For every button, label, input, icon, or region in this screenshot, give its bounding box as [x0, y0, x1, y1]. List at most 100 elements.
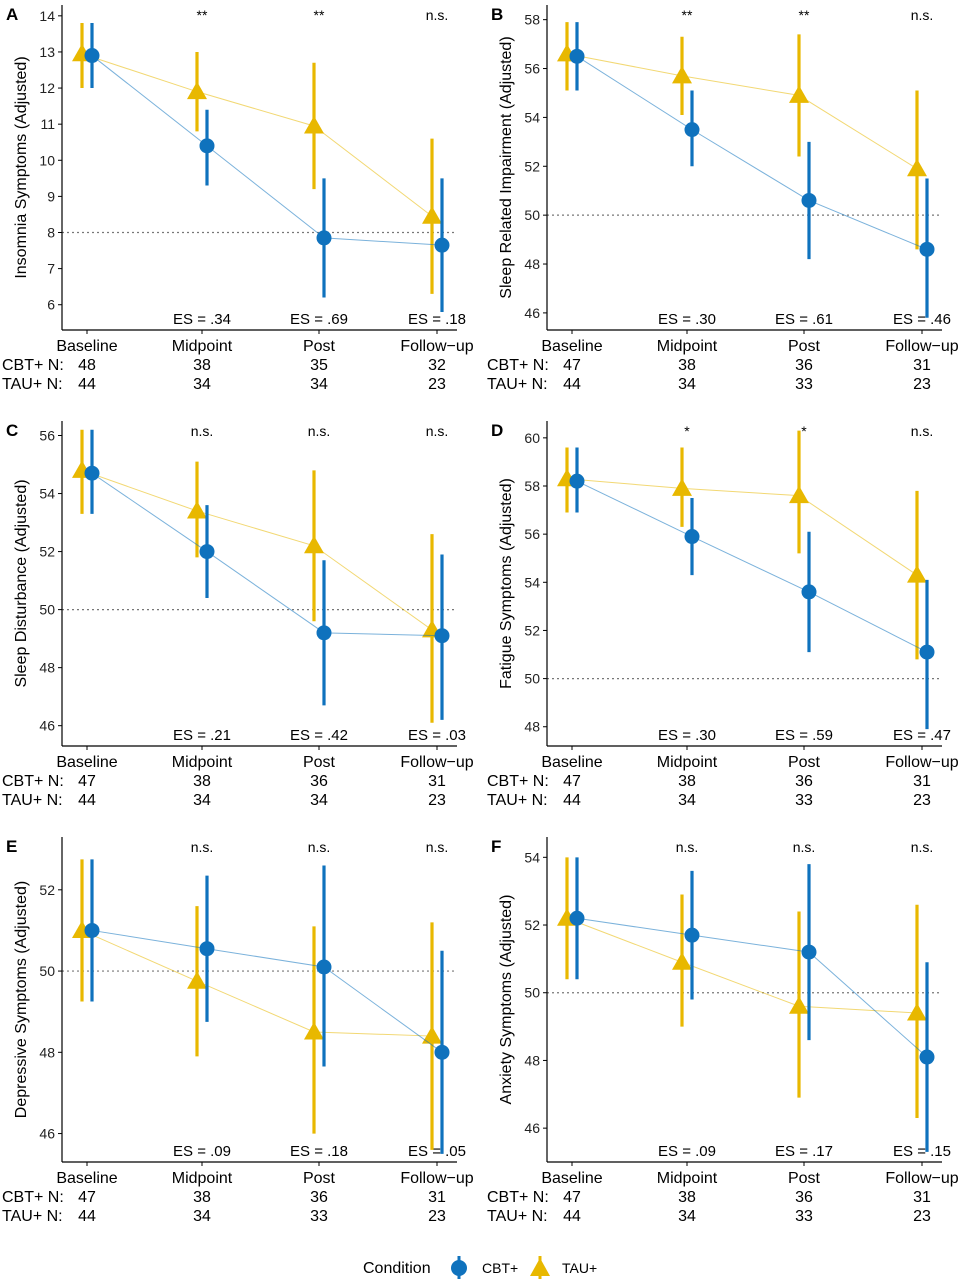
point-cbt	[84, 48, 100, 64]
x-tick-label: Follow−up	[400, 754, 473, 771]
n-row-value: 23	[428, 1208, 446, 1225]
y-tick-label: 56	[524, 526, 540, 542]
effect-size-label: ES = .42	[290, 727, 348, 744]
x-tick-label: Midpoint	[172, 338, 233, 355]
series-tau	[72, 859, 442, 1150]
point-tau	[789, 85, 809, 103]
series-tau	[72, 23, 442, 294]
effect-size-label: ES = .46	[893, 311, 951, 328]
n-row-value: 34	[193, 792, 211, 809]
significance-label: n.s.	[426, 423, 449, 439]
n-row-value: 34	[310, 376, 328, 393]
series-tau	[557, 22, 927, 250]
n-row-value: 33	[795, 376, 813, 393]
effect-size-label: ES = .61	[775, 311, 833, 328]
x-tick-label: Post	[303, 754, 336, 771]
n-row-value: 35	[310, 357, 328, 374]
x-tick-label: Baseline	[541, 754, 602, 771]
y-tick-label: 50	[524, 207, 540, 223]
point-cbt	[684, 927, 700, 943]
point-cbt	[801, 944, 817, 960]
y-tick-label: 9	[47, 188, 55, 204]
n-row-value: 44	[563, 376, 581, 393]
n-row-label: TAU+ N:	[2, 792, 63, 809]
y-tick-label: 8	[47, 225, 55, 241]
series-line-cbt	[91, 472, 443, 637]
series-cbt	[569, 857, 935, 1152]
effect-size-label: ES = .18	[290, 1143, 348, 1160]
series-cbt	[569, 22, 935, 318]
x-tick-label: Midpoint	[657, 754, 718, 771]
n-row-value: 38	[193, 773, 211, 790]
point-cbt	[199, 138, 215, 154]
n-row-value: 33	[310, 1208, 328, 1225]
n-row-value: 23	[913, 792, 931, 809]
n-row-label: CBT+ N:	[487, 773, 549, 790]
y-tick-label: 54	[524, 849, 540, 865]
y-tick-label: 52	[524, 622, 540, 638]
x-tick-label: Follow−up	[885, 754, 958, 771]
y-tick-label: 52	[524, 917, 540, 933]
n-row-value: 36	[795, 1189, 813, 1206]
point-cbt	[316, 625, 332, 641]
n-row-value: 23	[913, 376, 931, 393]
x-tick-label: Post	[788, 1170, 821, 1187]
series-line-tau	[566, 917, 918, 1014]
n-row-label: TAU+ N:	[2, 1208, 63, 1225]
n-row-value: 34	[193, 1208, 211, 1225]
y-tick-label: 52	[39, 544, 55, 560]
series-line-cbt	[91, 929, 443, 1053]
effect-size-label: ES = .09	[658, 1143, 716, 1160]
significance-label: n.s.	[911, 423, 934, 439]
point-tau	[907, 158, 927, 177]
significance-label: *	[801, 423, 807, 439]
n-row-value: 36	[795, 773, 813, 790]
significance-label: **	[314, 7, 325, 23]
series-line-tau	[81, 53, 433, 217]
n-row-value: 44	[563, 792, 581, 809]
panel-e: E 46 48 50 52 Depressive Symptoms (Adjusted) B…	[2, 837, 474, 1225]
panel-b: B 46 48 50 52 54 56 58 Sleep Related Impairment …	[487, 5, 959, 393]
y-tick-label: 50	[524, 985, 540, 1001]
x-tick-label: Midpoint	[172, 1170, 233, 1187]
y-tick-label: 13	[39, 44, 55, 60]
effect-size-label: ES = .47	[893, 727, 951, 744]
x-tick-label: Follow−up	[400, 1170, 473, 1187]
point-cbt	[199, 544, 215, 560]
x-tick-label: Follow−up	[885, 1170, 958, 1187]
x-tick-label: Baseline	[541, 1170, 602, 1187]
point-cbt	[919, 241, 935, 257]
n-row-value: 47	[563, 773, 581, 790]
y-tick-label: 48	[39, 1044, 55, 1060]
x-tick-label: Follow−up	[885, 338, 958, 355]
x-tick-label: Post	[788, 754, 821, 771]
x-tick-label: Post	[303, 338, 336, 355]
y-tick-label: 14	[39, 8, 55, 24]
significance-label: n.s.	[911, 839, 934, 855]
panel-a: A 6 7 8 9 10 11 12 13 14 Insomnia Symptoms (Adjust…	[2, 5, 474, 393]
point-cbt	[84, 922, 100, 938]
series-line-tau	[81, 929, 433, 1037]
significance-label: n.s.	[308, 423, 331, 439]
point-tau	[907, 1003, 927, 1021]
series-line-cbt	[576, 55, 928, 250]
x-tick-label: Midpoint	[172, 754, 233, 771]
panel-label: E	[6, 837, 17, 856]
significance-label: **	[197, 7, 208, 23]
x-tick-label: Follow−up	[400, 338, 473, 355]
panel-f: F 46 48 50 52 54 Anxiety Symptoms (Adjusted) Ba…	[487, 837, 959, 1225]
y-tick-label: 52	[39, 882, 55, 898]
n-row-value: 31	[913, 1189, 931, 1206]
n-row-value: 34	[193, 376, 211, 393]
y-tick-label: 56	[39, 428, 55, 444]
point-cbt	[84, 465, 100, 481]
y-tick-label: 58	[524, 12, 540, 28]
legend-title: Condition	[363, 1260, 431, 1277]
n-row-value: 33	[795, 1208, 813, 1225]
y-tick-label: 11	[40, 116, 55, 132]
y-tick-label: 10	[39, 152, 55, 168]
y-tick-label: 54	[524, 574, 540, 590]
point-cbt	[919, 1049, 935, 1065]
point-cbt	[684, 122, 700, 138]
